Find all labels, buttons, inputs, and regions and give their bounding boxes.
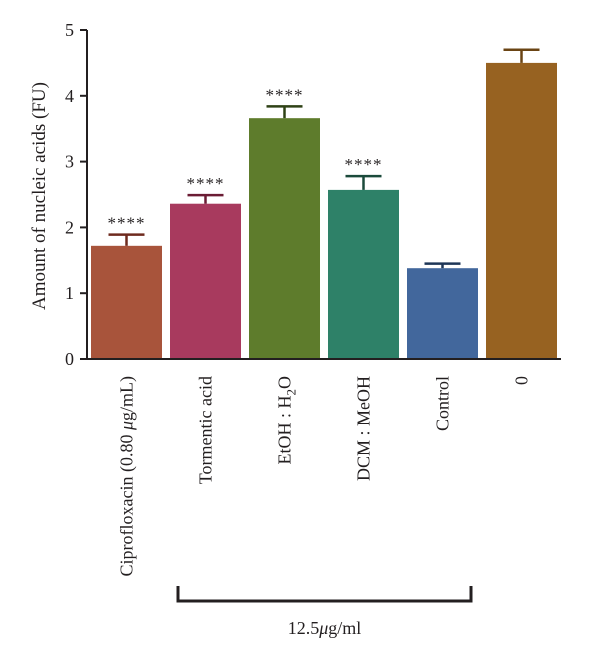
y-tick-label-2: 2 [65, 217, 74, 237]
y-tick-label-3: 3 [65, 152, 74, 172]
x-tick-label-tormentic: Tormentic acid [196, 376, 216, 484]
bars: **** **** **** **** [91, 48, 557, 360]
x-tick-label-dcm: DCM : MeOH [354, 376, 374, 481]
bar-zero [486, 62, 557, 360]
bracket-label: 12.5μg/ml [288, 618, 362, 638]
bar-cipro [91, 245, 162, 359]
x-tick-label-cipro: Ciprofloxacin (0.80 μg/mL) [117, 376, 138, 577]
bracket-label-unit: g/ml [328, 618, 361, 638]
x-tick-label-text: Tormentic acid [196, 376, 216, 484]
x-tick-label-text: EtOH : H [275, 396, 295, 465]
y-tick-label-1: 1 [65, 283, 74, 303]
x-tick-label-text: DCM : MeOH [354, 376, 374, 481]
bar-control [407, 268, 478, 359]
x-tick-label-rest: g/mL) [117, 376, 138, 421]
bar-etoh [249, 118, 320, 359]
x-tick-label-sub: 2 [284, 389, 299, 396]
x-tick-label-zero: 0 [512, 376, 532, 385]
x-tick-label-rest: O [275, 376, 295, 389]
x-tick-label-etoh: EtOH : H2O [275, 376, 299, 465]
x-axis: Ciprofloxacin (0.80 μg/mL) Tormentic acid… [86, 358, 561, 577]
y-tick-label-0: 0 [65, 349, 74, 369]
x-tick-label-mu: μ [117, 421, 137, 431]
bar-tormentic [170, 203, 241, 359]
y-tick-label-4: 4 [65, 86, 74, 106]
x-tick-label-text: Ciprofloxacin (0.80 [117, 430, 138, 576]
significance-label-etoh: **** [266, 85, 304, 104]
x-tick-label-text: Control [433, 376, 453, 431]
x-tick-label-text: 0 [512, 376, 532, 385]
significance-label-dcm: **** [345, 155, 383, 174]
bar-dcm [328, 189, 399, 359]
bracket-label-value: 12.5 [288, 618, 320, 638]
bracket-label-mu: μ [318, 618, 328, 638]
group-bracket: 12.5μg/ml [176, 586, 473, 638]
y-axis-title: Amount of nucleic acids (FU) [29, 82, 50, 310]
x-tick-label-control: Control [433, 376, 453, 431]
significance-label-tormentic: **** [187, 174, 225, 193]
y-axis: 0 1 2 3 4 5 [65, 20, 88, 369]
significance-label-cipro: **** [108, 214, 146, 233]
y-tick-label-5: 5 [65, 20, 74, 40]
